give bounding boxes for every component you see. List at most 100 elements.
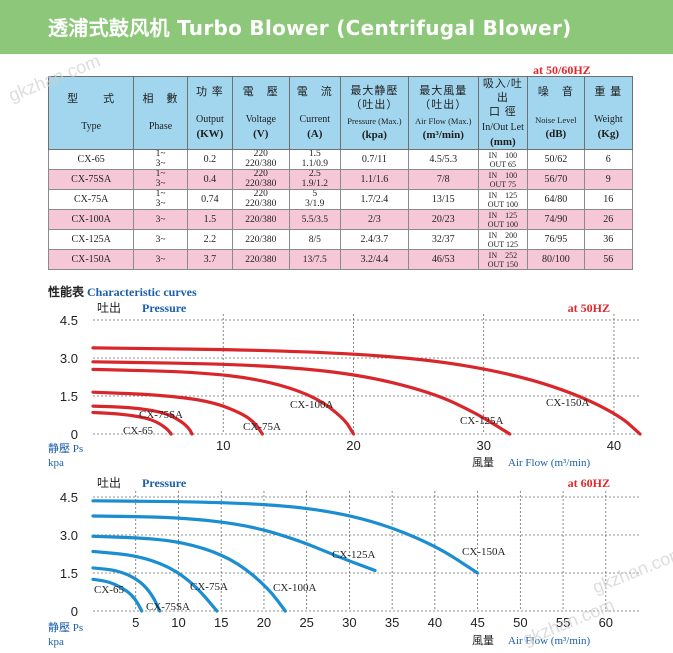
column-header-cn: 型 式 xyxy=(67,93,116,105)
cell-line: 1~ xyxy=(155,189,166,199)
column-header-en: Current xyxy=(299,114,331,125)
column-header-unit: (mm) xyxy=(490,136,516,148)
column-header-unit: (V) xyxy=(253,128,269,140)
column-header-unit: (A) xyxy=(307,128,323,140)
column-header: 最大風量 （吐出） Air Flow (Max.) (m³/min) xyxy=(407,76,479,150)
x-tick-label: 50 xyxy=(513,615,527,630)
cell-airflow: 20/23 xyxy=(407,209,479,230)
cell-current: 5.5/3.5 xyxy=(288,209,341,230)
y-axis-unit: kpa xyxy=(48,636,64,648)
x-tick-label: 55 xyxy=(556,615,570,630)
column-header-cn: 最大静壓 （吐出） xyxy=(350,85,399,111)
cell-type: CX-150A xyxy=(47,249,135,270)
cell-pressure: 1.1/1.6 xyxy=(339,169,409,190)
series-label: CX-75A xyxy=(243,421,281,433)
column-header-en: Pressure (Max.) xyxy=(347,116,402,126)
cell-line: IN 125 xyxy=(488,190,518,200)
cell-line: OUT 75 xyxy=(489,179,517,189)
column-header-cn: 電 壓 xyxy=(242,86,279,98)
series-line xyxy=(91,577,144,613)
column-header-en: Voltage xyxy=(245,114,276,125)
y-tick-label: 0 xyxy=(71,427,78,442)
series-line xyxy=(91,499,480,575)
cell-line: 220/380 xyxy=(245,214,277,225)
cell-line: 5 xyxy=(312,189,318,199)
column-header-cn: 功 率 xyxy=(196,86,224,98)
y-tick-label: 3.0 xyxy=(60,528,78,543)
cell-line: 13/7.5 xyxy=(302,254,327,265)
x-tick-label: 30 xyxy=(476,438,490,453)
x-tick-label: 10 xyxy=(171,615,185,630)
section-title: 性能表 Characteristic curves xyxy=(48,283,197,300)
cell-line: OUT 100 xyxy=(487,199,519,209)
cell-line: 1.9/1.2 xyxy=(301,178,328,189)
cell-line: 3~ xyxy=(155,198,166,209)
cell-line: 2.5 xyxy=(308,169,321,179)
column-header-cn: 最大風量 （吐出） xyxy=(419,85,468,111)
cell-line: 3/1.9 xyxy=(305,198,325,209)
cell-line: 220 xyxy=(253,149,268,159)
cell-output: 1.5 xyxy=(186,209,234,230)
series-line xyxy=(91,534,287,613)
series-line xyxy=(91,410,173,436)
column-header: 功 率 Output (KW) xyxy=(186,76,234,150)
table-row: CX-75SA 1~ 3~ 0.4 220 220/380 2.5 1.9/1.2 1.1/1.… xyxy=(47,169,634,190)
y-tick-label: 0 xyxy=(71,604,78,619)
x-tick-label: 20 xyxy=(346,438,360,453)
cell-line: IN 100 xyxy=(488,170,518,180)
series-label: CX-100A xyxy=(273,582,316,594)
series-label: CX-65 xyxy=(123,425,153,437)
x-tick-label: 40 xyxy=(428,615,442,630)
cell-line: 1~ xyxy=(155,149,166,159)
column-header-en: Output xyxy=(196,114,224,125)
cell-line: 220/380 xyxy=(245,178,277,189)
series-line xyxy=(91,367,356,436)
frequency-label: at 50/60HZ xyxy=(533,63,591,77)
column-header-unit: (dB) xyxy=(545,128,567,140)
cell-line: 1.1/0.9 xyxy=(301,158,328,169)
x-tick-label: 25 xyxy=(299,615,313,630)
series-label: CX-100A xyxy=(290,399,333,411)
cell-voltage: 220 220/380 xyxy=(232,169,290,190)
y-tick-label: 1.5 xyxy=(60,566,78,581)
column-header-cn: 噪 音 xyxy=(537,86,574,98)
chart-title-cn: 吐出 xyxy=(97,301,121,315)
cell-weight: 56 xyxy=(583,249,634,270)
series-label: CX-125A xyxy=(332,549,375,561)
x-tick-label: 35 xyxy=(385,615,399,630)
series-label: CX-65 xyxy=(94,584,124,596)
chart-frequency: at 60HZ xyxy=(568,476,610,490)
cell-voltage: 220/380 xyxy=(232,249,290,270)
cell-pressure: 3.2/4.4 xyxy=(339,249,409,270)
cell-line: IN 252 xyxy=(488,250,518,260)
cell-line: 5.5/3.5 xyxy=(301,214,328,225)
chart-title-en: Pressure xyxy=(142,476,187,490)
y-axis-label: 静壓 Ps xyxy=(48,620,83,634)
table-row: CX-150A 3~ 3.7 220/380 13/7.5 3.2/4.4 46/53 IN … xyxy=(47,249,634,270)
cell-airflow: 46/53 xyxy=(407,249,479,270)
cell-current: 13/7.5 xyxy=(288,249,341,270)
cell-type: CX-100A xyxy=(47,209,135,230)
series-line xyxy=(91,514,377,573)
series-label: CX-75SA xyxy=(139,409,183,421)
column-header-en: Type xyxy=(81,121,102,132)
cell-line: 220/380 xyxy=(245,254,277,265)
cell-line: 3~ xyxy=(155,158,166,169)
column-header-cn: 電 流 xyxy=(296,86,333,98)
cell-inout: IN 100 OUT 75 xyxy=(477,169,529,190)
cell-line: 3~ xyxy=(155,234,166,245)
section-title-en: Characteristic curves xyxy=(87,285,197,299)
x-axis-label-cn: 風量 xyxy=(472,456,494,469)
x-tick-label: 60 xyxy=(599,615,613,630)
table-row: CX-75A 1~ 3~ 0.74 220 220/380 5 3/1.9 1.7/2.4 13/… xyxy=(47,189,634,210)
y-axis-unit: kpa xyxy=(48,457,64,469)
cell-airflow: 7/8 xyxy=(407,169,479,190)
series-label: CX-150A xyxy=(546,397,589,409)
cell-noise: 80/100 xyxy=(527,249,585,270)
x-axis-label-en: Air Flow (m³/min) xyxy=(508,635,590,647)
table-row: CX-100A 3~ 1.5 220/380 5.5/3.5 2/3 20/23 IN 125… xyxy=(47,209,634,230)
cell-output: 3.7 xyxy=(186,249,234,270)
cell-line: 1~ xyxy=(155,169,166,179)
cell-line: OUT 150 xyxy=(487,259,519,269)
